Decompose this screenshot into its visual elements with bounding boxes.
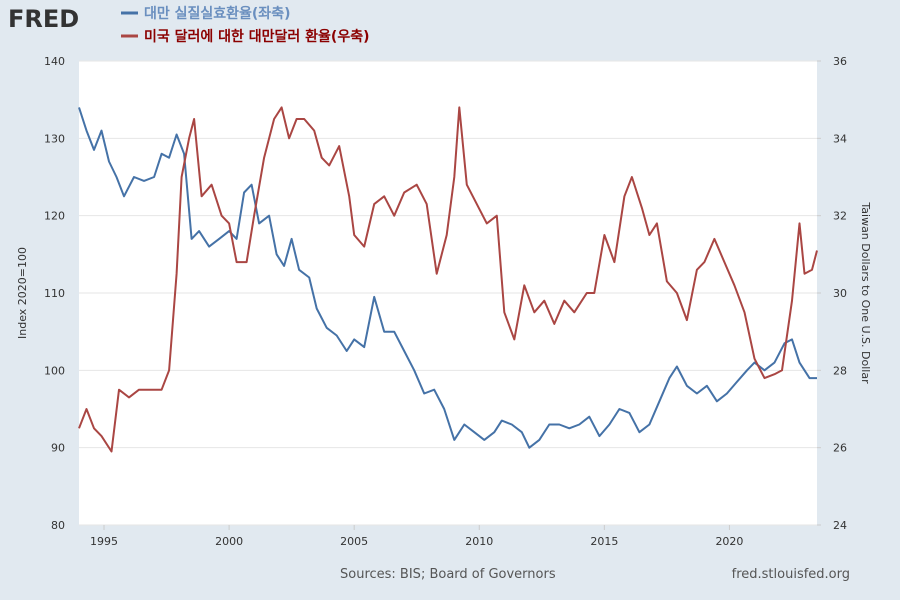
series-line [78, 107, 817, 449]
y2-tick-label: 32 [833, 210, 847, 223]
y-tick-label: 90 [51, 442, 65, 455]
y-tick-label: 110 [44, 287, 65, 300]
legend-label: 대만 실질실효환율(좌축) [144, 5, 290, 22]
y2-axis-label: Taiwan Dollars to One U.S. Dollar [859, 201, 872, 384]
x-tick-label: 2005 [340, 535, 368, 548]
y-tick-label: 100 [44, 364, 65, 377]
series-line [78, 106, 818, 453]
legend-label: 미국 달러에 대한 대만달러 환율(우축) [144, 28, 370, 45]
y-tick-label: 140 [44, 55, 65, 68]
y2-tick-label: 36 [833, 55, 847, 68]
x-tick-label: 2000 [215, 535, 243, 548]
x-tick-label: 2020 [715, 535, 743, 548]
y-tick-label: 80 [51, 519, 65, 532]
y2-tick-label: 24 [833, 519, 847, 532]
logo: FRED [8, 5, 79, 33]
site: fred.stlouisfed.org [732, 567, 850, 582]
y2-tick-label: 30 [833, 287, 847, 300]
y-tick-label: 120 [44, 210, 65, 223]
x-tick-label: 2015 [590, 535, 618, 548]
y-axis-label: Index 2020=100 [16, 247, 29, 339]
x-tick-label: 1995 [90, 535, 118, 548]
y-tick-label: 130 [44, 132, 65, 145]
x-tick-label: 2010 [465, 535, 493, 548]
source: Sources: BIS; Board of Governors [340, 567, 556, 582]
y2-tick-label: 26 [833, 442, 847, 455]
y2-tick-label: 28 [833, 364, 847, 377]
y2-tick-label: 34 [833, 132, 847, 145]
